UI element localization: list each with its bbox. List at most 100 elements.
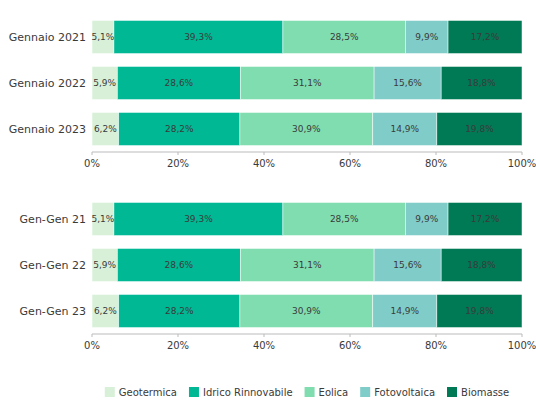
x-tick-label: 40%: [253, 340, 275, 351]
x-tick: [436, 152, 437, 155]
data-label: 30,9%: [292, 306, 321, 316]
bar-segment: [240, 66, 374, 99]
x-tick: [350, 334, 351, 337]
data-label: 30,9%: [292, 124, 321, 134]
x-tick: [92, 334, 93, 337]
x-axis-line: [92, 152, 522, 153]
data-label: 39,3%: [184, 32, 213, 42]
legend-swatch: [105, 387, 115, 397]
data-label: 6,2%: [94, 124, 117, 134]
x-tick-label: 0%: [84, 340, 100, 351]
bar-segment: [437, 112, 522, 145]
x-tick: [264, 334, 265, 337]
data-label: 31,1%: [293, 260, 322, 270]
bar-segment: [441, 66, 522, 99]
data-label: 28,2%: [165, 306, 194, 316]
bar-segment: [92, 112, 119, 145]
data-label: 5,1%: [92, 32, 115, 42]
category-label: Gen-Gen 23: [20, 305, 86, 318]
x-tick: [522, 152, 523, 155]
x-tick: [178, 152, 179, 155]
data-label: 31,1%: [293, 78, 322, 88]
bar-segment: [92, 20, 114, 53]
legend-item: Eolica: [305, 387, 349, 398]
bar-segment: [92, 66, 117, 99]
category-label: Gennaio 2023: [9, 123, 86, 136]
data-label: 14,9%: [391, 306, 420, 316]
legend-swatch: [305, 387, 315, 397]
x-tick-label: 100%: [508, 158, 536, 169]
legend-label: Eolica: [319, 387, 349, 398]
bar-segment: [405, 20, 448, 53]
legend-item: Geotermica: [105, 387, 177, 398]
bar-segment: [92, 248, 117, 281]
legend: Geotermica Idrico Rinnovabile Eolica Fotovo…: [105, 387, 509, 398]
bar-segment: [374, 66, 441, 99]
data-label: 28,6%: [165, 78, 194, 88]
bar-segment: [92, 294, 119, 327]
x-tick-label: 20%: [167, 340, 189, 351]
bar-segment: [92, 202, 114, 235]
bar-segment: [117, 66, 240, 99]
data-label: 28,5%: [330, 32, 359, 42]
legend-label: Fotovoltaica: [374, 387, 435, 398]
data-label: 39,3%: [184, 214, 213, 224]
data-label: 15,6%: [393, 260, 422, 270]
legend-label: Biomasse: [461, 387, 509, 398]
x-tick: [178, 334, 179, 337]
bars: [92, 20, 522, 145]
bar-segment: [448, 202, 522, 235]
x-tick-label: 0%: [84, 158, 100, 169]
data-label: 17,2%: [471, 32, 500, 42]
data-label: 5,9%: [93, 78, 116, 88]
bar-segment: [283, 202, 406, 235]
data-label: 17,2%: [471, 214, 500, 224]
category-label: Gen-Gen 22: [20, 259, 86, 272]
bar-segment: [437, 294, 522, 327]
x-tick-label: 80%: [425, 340, 447, 351]
x-tick: [264, 152, 265, 155]
data-label: 15,6%: [393, 78, 422, 88]
bar-segment: [373, 112, 437, 145]
legend-label: Geotermica: [119, 387, 177, 398]
bar-segment: [117, 248, 240, 281]
plot: 5,1%39,3%28,5%9,9%17,2%5,9%28,6%31,1%15,…: [20, 202, 536, 351]
x-tick: [350, 152, 351, 155]
legend-swatch: [447, 387, 457, 397]
plot: 5,1% 39,3% 28,5% 9,9% 17,2% 5,9% 28,6% 31,1% 15,…: [9, 20, 536, 169]
x-tick-label: 40%: [253, 158, 275, 169]
data-label: 9,9%: [415, 214, 438, 224]
data-labels: 5,1% 39,3% 28,5% 9,9% 17,2% 5,9% 28,6% 31,1% 15,…: [92, 32, 500, 134]
data-label: 19,8%: [465, 124, 494, 134]
legend-swatch: [189, 387, 199, 397]
bar-segment: [405, 202, 448, 235]
bar-segment: [373, 294, 437, 327]
x-tick-label: 20%: [167, 158, 189, 169]
x-tick-label: 60%: [339, 340, 361, 351]
x-tick: [522, 334, 523, 337]
data-label: 28,2%: [165, 124, 194, 134]
legend-label: Idrico Rinnovabile: [203, 387, 293, 398]
bar-segment: [240, 248, 374, 281]
data-label: 5,1%: [92, 214, 115, 224]
data-label: 19,8%: [465, 306, 494, 316]
bar-segment: [114, 20, 283, 53]
x-tick-label: 100%: [508, 340, 536, 351]
x-tick-label: 80%: [425, 158, 447, 169]
data-labels: 5,1%39,3%28,5%9,9%17,2%5,9%28,6%31,1%15,…: [92, 214, 500, 316]
legend-item: Idrico Rinnovabile: [189, 387, 293, 398]
bars: [92, 202, 522, 327]
x-tick: [436, 334, 437, 337]
data-label: 14,9%: [391, 124, 420, 134]
category-label: Gennaio 2022: [9, 77, 86, 90]
bar-segment: [114, 202, 283, 235]
x-tick: [92, 152, 93, 155]
bar-segment: [283, 20, 406, 53]
data-label: 28,5%: [330, 214, 359, 224]
chart-root: 5,1% 39,3% 28,5% 9,9% 17,2% 5,9% 28,6% 31,1% 15,…: [0, 0, 536, 417]
data-label: 28,6%: [165, 260, 194, 270]
bar-segment: [374, 248, 441, 281]
bar-segment: [119, 294, 240, 327]
data-label: 9,9%: [415, 32, 438, 42]
category-label: Gennaio 2021: [9, 31, 86, 44]
